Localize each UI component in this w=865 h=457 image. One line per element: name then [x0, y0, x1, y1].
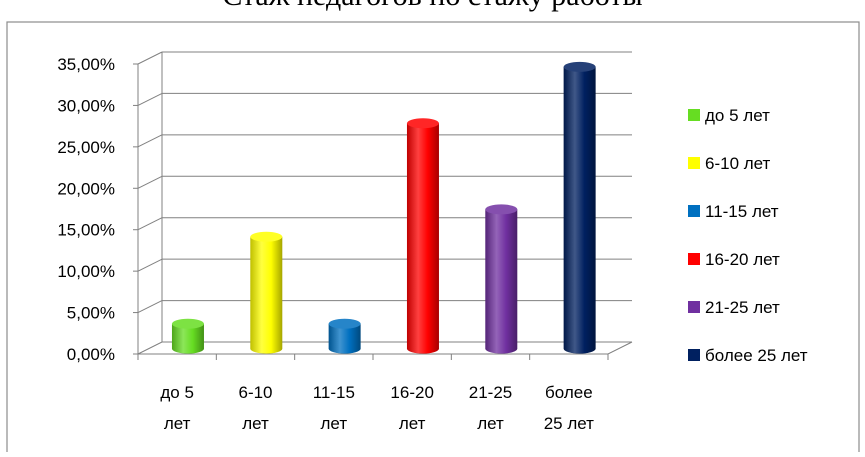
x-tick-label: до 5 [160, 383, 194, 402]
y-tick-label: 30,00% [57, 96, 115, 115]
bar [406, 118, 439, 354]
legend: до 5 лет 6-10 лет 11-15 лет 16-20 лет 21-25 … [688, 106, 808, 365]
legend-entry: 16-20 лет [688, 250, 780, 269]
legend-entry: более 25 лет [688, 346, 808, 365]
x-tick-label: лет [164, 414, 191, 433]
y-tick-label: 25,00% [57, 138, 115, 157]
bar [485, 204, 518, 354]
legend-label: до 5 лет [705, 106, 770, 125]
bar-top [563, 61, 596, 72]
bar-top [406, 118, 439, 129]
chart-title-partial: Стаж педагогов по стажу работы [0, 0, 865, 13]
legend-label: 6-10 лет [705, 154, 771, 173]
x-tick-label: 25 лет [544, 414, 594, 433]
legend-swatch [688, 253, 700, 265]
bars [171, 61, 596, 354]
legend-entry: до 5 лет [688, 106, 770, 125]
x-tick-label: 6-10 [238, 383, 272, 402]
legend-swatch [688, 205, 700, 217]
bar-body [171, 323, 204, 354]
legend-label: 21-25 лет [705, 298, 780, 317]
x-tick-label: лет [321, 414, 348, 433]
legend-entry: 21-25 лет [688, 298, 780, 317]
legend-swatch [688, 349, 700, 361]
legend-swatch [688, 301, 700, 313]
bar [171, 318, 204, 354]
y-tick-label: 35,00% [57, 55, 115, 74]
bar-body [485, 209, 518, 354]
bar-top [250, 231, 283, 242]
legend-swatch [688, 157, 700, 169]
gridline-side [137, 258, 163, 272]
x-tick-label: лет [242, 414, 269, 433]
x-tick-label: 21-25 [469, 383, 512, 402]
bar [250, 231, 283, 354]
y-tick-label: 10,00% [57, 262, 115, 281]
x-tick-label: лет [477, 414, 504, 433]
y-tick-label: 15,00% [57, 221, 115, 240]
bar [563, 61, 596, 354]
gridline-side [137, 134, 163, 148]
bar-body [250, 236, 283, 354]
x-tick-label: более [545, 383, 593, 402]
bar-body [563, 66, 596, 354]
y-axis-labels: 0,00% 5,00% 10,00% 15,00% 20,00% 25,00% 30,00%… [57, 55, 115, 364]
x-tick-label: лет [399, 414, 426, 433]
legend-swatch [688, 109, 700, 121]
bar-body [406, 123, 439, 354]
x-tick-label: 11-15 [313, 383, 355, 402]
bar-top [171, 318, 204, 329]
legend-entry: 11-15 лет [688, 202, 779, 221]
y-tick-label: 20,00% [57, 179, 115, 198]
x-tick-label: 16-20 [390, 383, 433, 402]
x-axis [138, 341, 633, 355]
legend-entry: 6-10 лет [688, 154, 771, 173]
gridline-side [137, 51, 163, 65]
grid-lines [137, 51, 632, 355]
gridline-side [137, 341, 163, 355]
y-tick-label: 0,00% [67, 345, 115, 364]
bar-body [328, 323, 361, 354]
gridline-side [137, 92, 163, 106]
bar [328, 318, 361, 354]
bar-top [485, 204, 518, 215]
y-tick-label: 5,00% [67, 304, 115, 323]
chart-border [6, 21, 860, 457]
gridline-side [137, 175, 163, 189]
x-axis-labels: до 5 лет 6-10 лет 11-15 лет 16-20 лет 21-25 лет бо… [160, 383, 594, 433]
gridline-side [137, 300, 163, 314]
gridline-side [137, 217, 163, 231]
axes [133, 63, 633, 360]
bar-top [328, 318, 361, 329]
legend-label: 11-15 лет [705, 202, 779, 221]
legend-label: более 25 лет [705, 346, 808, 365]
legend-label: 16-20 лет [705, 250, 780, 269]
